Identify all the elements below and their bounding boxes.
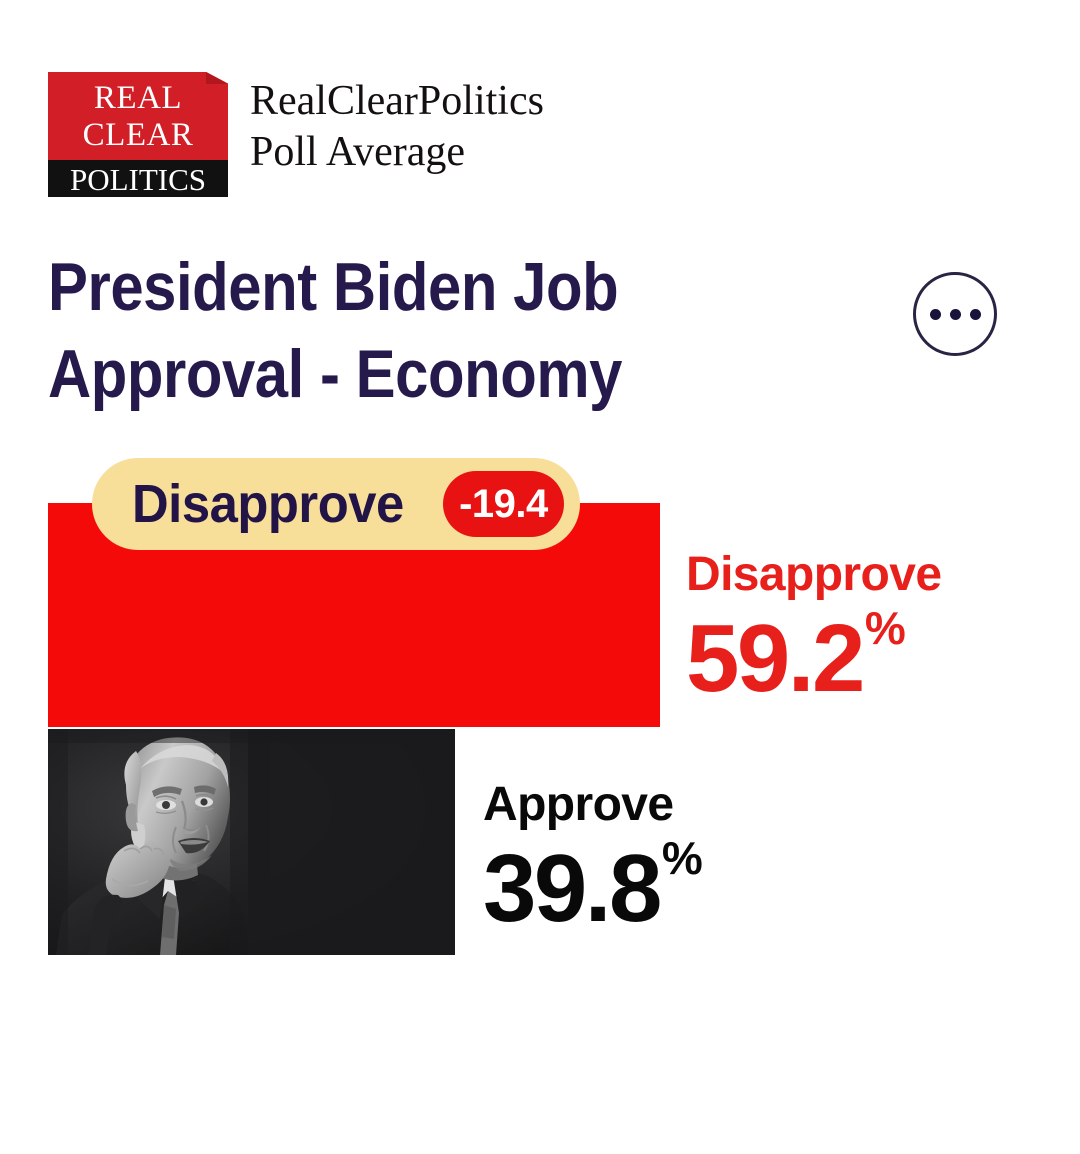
ellipsis-icon-dot-3 xyxy=(969,308,981,320)
logo-text-clear: CLEAR xyxy=(82,117,194,153)
disapprove-spread-badge: Disapprove -19.4 xyxy=(92,458,580,550)
badge-label: Disapprove xyxy=(132,474,404,534)
brand-name-line-1: RealClearPolitics xyxy=(250,78,544,124)
bar-approve xyxy=(48,729,455,955)
logo-text-politics: POLITICS xyxy=(69,162,207,197)
stat-disapprove-label: Disapprove xyxy=(686,548,942,601)
ellipsis-icon-dot-1 xyxy=(929,308,941,320)
brand-name-block: RealClearPolitics Poll Average xyxy=(250,72,544,178)
ellipsis-icon-dot-2 xyxy=(949,308,961,320)
stat-approve-label: Approve xyxy=(483,778,674,831)
stat-approve: Approve 39.8% xyxy=(483,778,703,942)
stat-approve-percent-sign: % xyxy=(661,832,703,884)
stat-disapprove-percent-sign: % xyxy=(864,602,906,654)
brand-name-line-2: Poll Average xyxy=(250,129,466,176)
biden-portrait-photo xyxy=(48,729,455,955)
stat-disapprove: Disapprove 59.2% xyxy=(686,548,942,712)
badge-value-pill: -19.4 xyxy=(443,471,564,537)
stat-disapprove-value: 59.2 xyxy=(686,605,865,712)
logo-text-real: REAL xyxy=(93,80,183,116)
page-title: President Biden Job Approval - Economy xyxy=(48,249,622,413)
brand-header: REAL CLEAR POLITICS RealClearPolitics Po… xyxy=(48,72,544,197)
stat-approve-value: 39.8 xyxy=(483,835,662,942)
logo-red-block xyxy=(48,72,228,160)
biden-portrait-svg xyxy=(48,729,455,955)
logo-black-block xyxy=(48,160,228,197)
realclearpolitics-logo: REAL CLEAR POLITICS xyxy=(48,72,228,197)
more-options-button[interactable] xyxy=(913,272,997,356)
